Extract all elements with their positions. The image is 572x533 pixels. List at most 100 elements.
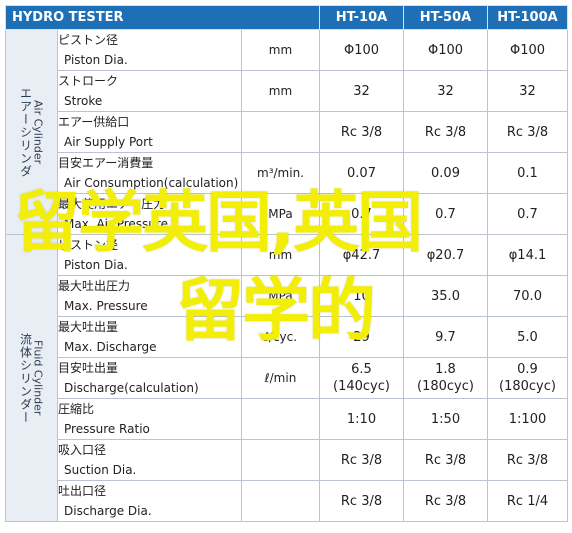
value-cell: 6.5 (140cyc)	[319, 357, 404, 399]
value-cell: Rc 3/8	[487, 439, 568, 481]
unit-cell: mm	[241, 234, 320, 276]
value-cell: Rc 3/8	[319, 439, 404, 481]
unit-cell: MPa	[241, 275, 320, 317]
spec-item-jp: 最大使用エアー圧力	[58, 197, 166, 211]
model-header: HT-50A	[403, 5, 488, 30]
value-cell: 0.09	[403, 152, 488, 194]
value-cell: 0.9 (180cyc)	[487, 357, 568, 399]
spec-item-en: Air Supply Port	[64, 135, 153, 149]
unit-cell: m³/min.	[241, 152, 320, 194]
unit-cell: MPa	[241, 193, 320, 235]
value-cell: Rc 3/8	[487, 111, 568, 153]
spec-item-cell: 最大吐出圧力 Max. Pressure	[57, 275, 242, 317]
value-cell: 0.7	[319, 193, 404, 235]
spec-item-en: Pressure Ratio	[64, 422, 150, 436]
value-cell: 32	[487, 70, 568, 112]
value-cell: 70.0	[487, 275, 568, 317]
table-row: ストローク Stroke mm 32 32 32	[6, 70, 568, 112]
table-row: エアーシリンダ Air Cylinder ピストン径 Piston Dia. mm Φ10…	[5, 29, 568, 235]
value-cell: φ42.7	[319, 234, 404, 276]
group-label-jp: エアーシリンダ	[18, 86, 33, 178]
value-cell: 5.0	[487, 316, 568, 358]
table-row: 最大吐出量 Max. Discharge ℓ/cyc. 29 9.7 5.0	[6, 316, 568, 358]
value-cell: 1:10	[319, 398, 404, 440]
value-cell: Rc 3/8	[403, 480, 488, 522]
spec-table: HYDRO TESTER HT-10A HT-50A HT-100A エアーシリ…	[5, 5, 568, 522]
spec-item-jp: 最大吐出圧力	[58, 279, 131, 293]
value-cell: Φ100	[403, 29, 488, 71]
spec-item-en: Piston Dia.	[64, 53, 128, 67]
spec-item-en: Stroke	[64, 94, 103, 108]
value-cell: Rc 3/8	[403, 439, 488, 481]
value-cell: 0.7	[487, 193, 568, 235]
spec-item-en: Discharge(calculation)	[64, 381, 199, 395]
spec-item-jp: ピストン径	[58, 33, 119, 47]
value-cell: φ20.7	[403, 234, 488, 276]
model-header: HT-10A	[319, 5, 404, 30]
value-cell: 29	[319, 316, 404, 358]
spec-item-jp: 目安エアー消費量	[58, 156, 154, 170]
value-cell: 32	[403, 70, 488, 112]
table-row: 最大使用エアー圧力 Max. Air Pressure MPa 0.7 0.7 0.7	[6, 193, 568, 235]
group-label-en: Air Cylinder	[31, 99, 45, 165]
value-cell: 0.1	[487, 152, 568, 194]
value-cell: 9.7	[403, 316, 488, 358]
table-row: エアー供給口 Air Supply Port Rc 3/8 Rc 3/8 Rc 3/8	[6, 111, 568, 153]
unit-cell	[241, 480, 320, 522]
table-header-row: HYDRO TESTER HT-10A HT-50A HT-100A	[5, 5, 568, 30]
unit-cell	[241, 111, 320, 153]
spec-item-en: Max. Pressure	[64, 299, 148, 313]
spec-item-en: Air Consumption(calculation)	[64, 176, 239, 190]
value-cell: Φ100	[487, 29, 568, 71]
value-cell: Φ100	[319, 29, 404, 71]
spec-item-en: Max. Discharge	[64, 340, 157, 354]
value-cell: Rc 3/8	[319, 111, 404, 153]
group-label-cell: エアーシリンダ Air Cylinder	[5, 29, 58, 235]
spec-item-en: Piston Dia.	[64, 258, 128, 272]
spec-item-jp: 吸入口径	[58, 443, 107, 457]
unit-cell: mm	[241, 29, 320, 71]
table-row: 吐出口径 Discharge Dia. Rc 3/8 Rc 3/8 Rc 1/4	[6, 480, 568, 522]
spec-item-cell: ピストン径 Piston Dia.	[57, 234, 242, 276]
spec-item-jp: ピストン径	[58, 238, 119, 252]
table-title: HYDRO TESTER	[5, 5, 320, 30]
group-label-en: Fluid Cylinder	[31, 340, 45, 416]
unit-cell	[241, 439, 320, 481]
table-row: 最大吐出圧力 Max. Pressure MPa 10 35.0 70.0	[6, 275, 568, 317]
value-cell: 35.0	[403, 275, 488, 317]
value-cell: 0.07	[319, 152, 404, 194]
value-cell: 10	[319, 275, 404, 317]
spec-item-jp: エアー供給口	[58, 115, 130, 129]
table-row: 目安エアー消費量 Air Consumption(calculation) m³/m…	[6, 152, 568, 194]
table-row: 圧縮比 Pressure Ratio 1:10 1:50 1:100	[6, 398, 568, 440]
value-cell: 32	[319, 70, 404, 112]
spec-item-cell: 吸入口径 Suction Dia.	[57, 439, 242, 481]
model-header: HT-100A	[487, 5, 568, 30]
group-label-jp: 流体シリンダー	[18, 332, 33, 424]
value-cell: Rc 3/8	[403, 111, 488, 153]
unit-cell: mm	[241, 70, 320, 112]
spec-item-cell: 圧縮比 Pressure Ratio	[57, 398, 242, 440]
spec-item-jp: 吐出口径	[58, 484, 107, 498]
unit-cell: ℓ/cyc.	[241, 316, 320, 358]
table-row: 流体シリンダー Fluid Cylinder ピストン径 Piston Dia. mm φ…	[5, 234, 568, 522]
value-cell: 1:100	[487, 398, 568, 440]
spec-item-jp: ストローク	[58, 74, 119, 88]
value-cell: φ14.1	[487, 234, 568, 276]
spec-item-cell: ストローク Stroke	[57, 70, 242, 112]
spec-item-cell: 目安エアー消費量 Air Consumption(calculation)	[57, 152, 242, 194]
spec-item-en: Max. Air Pressure	[64, 217, 168, 231]
spec-item-jp: 目安吐出量	[58, 361, 119, 375]
table-row: 吸入口径 Suction Dia. Rc 3/8 Rc 3/8 Rc 3/8	[6, 439, 568, 481]
spec-item-cell: 目安吐出量 Discharge(calculation)	[57, 357, 242, 399]
spec-item-cell: 最大使用エアー圧力 Max. Air Pressure	[57, 193, 242, 235]
spec-item-en: Suction Dia.	[64, 463, 137, 477]
group-label-cell: 流体シリンダー Fluid Cylinder	[5, 234, 58, 522]
spec-item-cell: 吐出口径 Discharge Dia.	[57, 480, 242, 522]
table-row: 目安吐出量 Discharge(calculation) ℓ/min 6.5 (140…	[6, 357, 568, 399]
value-cell: 1:50	[403, 398, 488, 440]
spec-item-cell: ピストン径 Piston Dia.	[57, 29, 242, 71]
value-cell: Rc 3/8	[319, 480, 404, 522]
spec-item-jp: 圧縮比	[58, 402, 95, 416]
value-cell: 0.7	[403, 193, 488, 235]
